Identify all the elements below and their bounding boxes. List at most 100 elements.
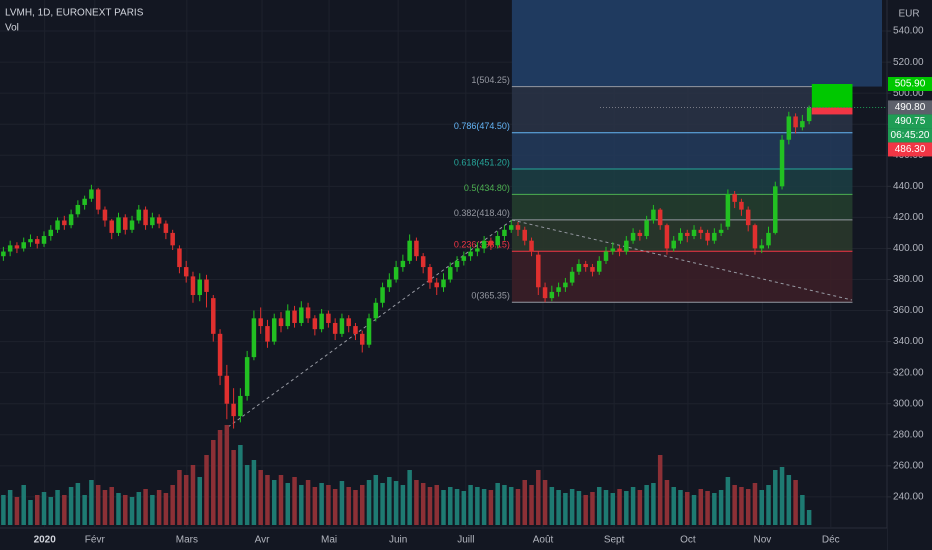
volume-bar <box>745 489 751 525</box>
candle-body <box>596 260 602 272</box>
volume-bar <box>563 493 568 525</box>
fibonacci-retracement: 1(504.25) 0.786(474.50) 0.618(451.20) 0.5(4… <box>454 0 882 303</box>
candle-body <box>651 209 656 221</box>
volume-bar <box>725 477 731 525</box>
volume-bar <box>556 490 561 525</box>
candle-body <box>143 209 148 226</box>
volume-bar <box>109 487 114 525</box>
volume-bar <box>766 485 771 525</box>
volume-bar <box>102 490 108 525</box>
volume-bar <box>373 475 379 525</box>
volume-bar <box>590 492 595 525</box>
candle-body <box>691 229 697 237</box>
volume-bar <box>712 493 717 525</box>
candle-body <box>292 310 297 323</box>
volume-bar <box>678 490 683 525</box>
candle-body <box>725 194 731 227</box>
volume-bar <box>475 487 480 525</box>
candle-body <box>319 313 324 330</box>
fib-label: 0(365.35) <box>471 291 510 301</box>
candle-body <box>420 256 426 268</box>
volume-bar <box>569 489 575 525</box>
candle-body <box>109 220 114 233</box>
price-label-bg <box>888 128 932 143</box>
volume-bar <box>454 489 460 525</box>
price-label-bg <box>888 100 932 115</box>
volume-bar <box>793 480 798 525</box>
candle-body <box>536 254 541 288</box>
x-tick-label: Mai <box>321 535 337 546</box>
candle-body <box>183 267 189 277</box>
volume-bar <box>393 481 399 525</box>
candle-body <box>353 326 358 334</box>
volume-bar <box>75 483 81 525</box>
candle-body <box>556 287 561 292</box>
candle-body <box>332 322 338 334</box>
candle-body <box>441 279 446 288</box>
price-label: 490.75 <box>895 116 926 127</box>
candle-body <box>217 333 223 376</box>
candle-body <box>549 291 555 299</box>
candle-body <box>278 318 284 327</box>
candle-body <box>508 225 514 230</box>
candle-body <box>664 225 670 249</box>
candle-body <box>705 232 710 241</box>
candle-body <box>488 240 494 246</box>
candle-body <box>258 318 263 327</box>
y-tick-label: 440.00 <box>893 181 924 192</box>
candle-body <box>136 209 142 221</box>
candle-body <box>299 307 304 323</box>
candle-body <box>238 395 243 417</box>
volume-bar <box>312 487 318 525</box>
candle-body <box>34 239 40 244</box>
x-tick-label: Sept <box>604 535 625 546</box>
candle-body <box>481 240 487 249</box>
volume-bar <box>177 470 182 525</box>
candle-body <box>14 245 20 249</box>
volume-bar <box>529 485 534 525</box>
volume-bar <box>691 495 697 525</box>
x-tick-label: Août <box>533 535 554 546</box>
candle-body <box>766 232 771 246</box>
volume-bar <box>89 480 94 525</box>
volume-bar <box>495 483 500 525</box>
x-tick-label: Nov <box>754 535 772 546</box>
volume-bar <box>522 480 528 525</box>
x-tick-label: Févr <box>85 535 106 546</box>
volume-bar <box>786 475 792 525</box>
volume-bar <box>224 425 230 525</box>
candle-body <box>62 220 67 226</box>
candle-body <box>800 121 805 128</box>
candle-body <box>624 240 629 252</box>
volume-bar <box>387 477 392 525</box>
volume-bar <box>407 470 412 525</box>
fib-band <box>511 251 853 303</box>
volume-bar <box>95 485 101 525</box>
time-axis <box>0 528 887 550</box>
volume-bar <box>21 485 26 525</box>
candle-body <box>644 220 649 237</box>
price-axis <box>887 0 932 550</box>
volume-bar <box>278 475 284 525</box>
volume-bar <box>116 493 121 525</box>
x-tick-label: Juill <box>457 535 474 546</box>
volume-bar <box>339 481 345 525</box>
candle-body <box>468 251 473 257</box>
y-tick-label: 240.00 <box>893 492 924 503</box>
volume-bar <box>7 490 13 525</box>
candle-body <box>177 248 182 268</box>
volume-bar <box>630 487 636 525</box>
candle-body <box>712 232 717 241</box>
volume-bar <box>305 480 311 525</box>
projection-zone <box>511 0 882 87</box>
candle-body <box>495 236 500 246</box>
y-tick-label: 320.00 <box>893 367 924 378</box>
candle-body <box>373 302 379 319</box>
candle-body <box>366 318 372 345</box>
volume-bar <box>441 490 446 525</box>
candle-body <box>28 239 33 243</box>
x-tick-label: Mars <box>176 535 198 546</box>
fib-label: 0.5(434.80) <box>464 183 510 193</box>
volume-bar <box>271 480 277 525</box>
